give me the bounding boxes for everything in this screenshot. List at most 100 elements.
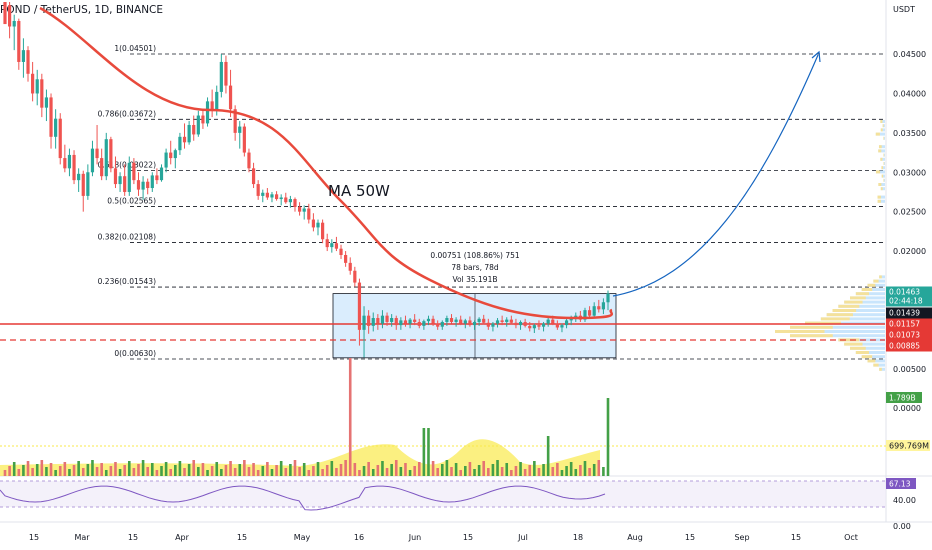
volume-bar (31, 468, 34, 476)
volume-profile-bar (880, 158, 882, 161)
volume-bar (229, 461, 232, 476)
candle-body (293, 199, 296, 207)
volume-bar (519, 462, 522, 476)
candle-body (141, 182, 144, 190)
volume-profile-bar (790, 326, 833, 329)
candle-body (229, 86, 232, 110)
time-axis-tick: 15 (685, 533, 695, 542)
candle-body (464, 320, 467, 323)
volume-profile-bar (884, 162, 885, 165)
candle-body (114, 168, 117, 184)
candle-body (82, 174, 85, 196)
candle-body (183, 137, 186, 143)
volume-bar (501, 467, 504, 476)
volume-profile-bar (868, 359, 876, 362)
volume-bar (464, 466, 467, 476)
volume-bar (68, 469, 71, 476)
fib-level-label: 0(0.00630) (114, 349, 156, 358)
volume-bar (169, 469, 172, 476)
candle-body (137, 180, 140, 189)
candle-body (284, 197, 287, 202)
volume-bar (363, 466, 366, 476)
candle-body (588, 310, 591, 316)
volume-profile-bar (856, 351, 869, 354)
volume-bar (257, 470, 260, 476)
time-axis-tick: Oct (844, 533, 858, 542)
volume-profile-bar (879, 275, 882, 278)
candle-body (160, 168, 163, 181)
volume-bar (335, 468, 338, 476)
volume-profile-bar (881, 166, 883, 169)
candle-body (514, 323, 517, 325)
volume-bar (446, 460, 449, 476)
candle-body (201, 116, 204, 124)
volume-bar (303, 463, 306, 476)
candle-body (431, 319, 434, 324)
candle-body (501, 320, 504, 322)
candle-body (427, 319, 430, 321)
candle-body (215, 92, 218, 111)
volume-profile-bar (878, 196, 881, 199)
volume-profile-bar (878, 149, 881, 152)
price-axis-tick: 0.02000 (893, 247, 926, 256)
candle-body (220, 62, 223, 92)
time-axis-tick: 15 (463, 533, 473, 542)
rsi-axis-tick: 40.00 (893, 496, 916, 505)
candle-body (132, 163, 135, 180)
volume-bar (73, 465, 76, 476)
candle-body (54, 119, 57, 137)
volume-bar (156, 470, 159, 476)
volume-bar (432, 461, 435, 476)
candle-body (418, 322, 421, 326)
volume-bar (344, 460, 347, 476)
volume-bar (298, 467, 301, 476)
candle-body (36, 79, 39, 93)
price-tag-text: 0.01073 (889, 331, 920, 340)
candle-body (312, 220, 315, 228)
volume-profile-bar (879, 145, 882, 148)
volume-profile-bar (838, 305, 859, 308)
volume-profile-bar (833, 309, 857, 312)
volume-profile-bar (878, 183, 881, 186)
volume-bar (418, 462, 421, 476)
time-axis-tick: 18 (573, 533, 583, 542)
candle-body (399, 320, 402, 325)
volume-bar (326, 465, 329, 476)
volume-profile-bar (878, 200, 881, 203)
volume-bar (423, 428, 426, 476)
time-axis-tick: May (294, 533, 311, 542)
volume-bar (413, 466, 416, 476)
volume-bar (372, 469, 375, 476)
candle-body (206, 101, 209, 123)
price-tag-text: 0.01157 (889, 320, 920, 329)
candle-body (551, 320, 554, 324)
fib-level-label: 0.236(0.01543) (98, 277, 156, 286)
candle-body (238, 127, 241, 133)
volume-bar (215, 462, 218, 476)
rsi-band (0, 481, 886, 507)
volume-bar (243, 460, 246, 476)
time-axis-tick: 15 (791, 533, 801, 542)
volume-bar (179, 461, 182, 476)
time-axis-tick: Jun (408, 533, 422, 542)
volume-bar (234, 468, 237, 476)
candle-body (280, 197, 283, 199)
volume-bar (441, 464, 444, 476)
volume-bar (602, 467, 605, 476)
candle-body (468, 320, 471, 325)
candle-body (17, 21, 20, 62)
volume-bar (482, 461, 485, 476)
volume-bar (515, 466, 518, 476)
candle-body (385, 316, 388, 322)
candle-body (537, 325, 540, 327)
candle-body (454, 320, 457, 322)
volume-bar (202, 463, 205, 476)
volume-profile-bar (850, 347, 866, 350)
volume-bar (321, 469, 324, 476)
volume-bar (381, 461, 384, 476)
volume-bar (469, 462, 472, 476)
volume-bar (174, 465, 177, 476)
volume-bar (574, 469, 577, 476)
volume-bar (119, 469, 122, 476)
